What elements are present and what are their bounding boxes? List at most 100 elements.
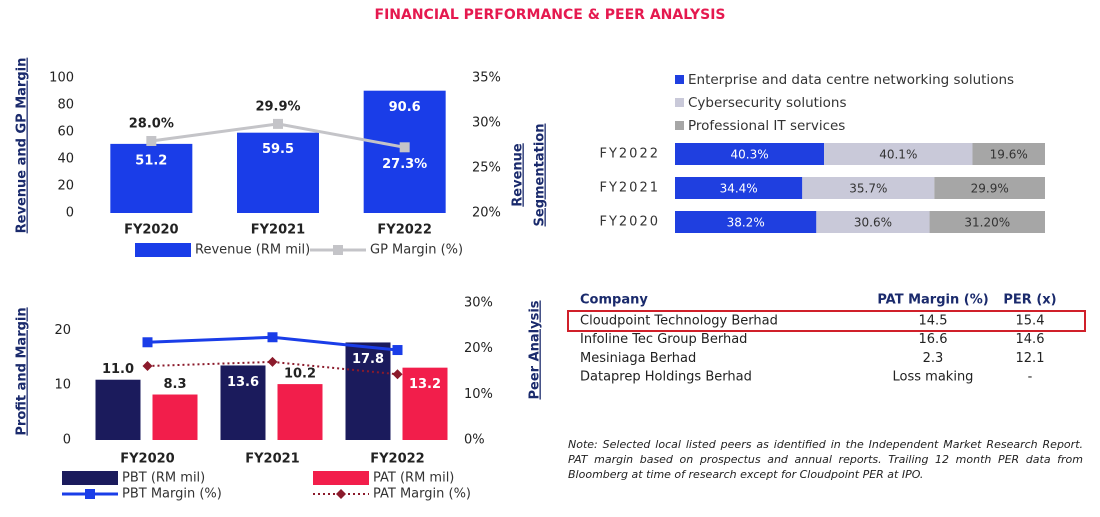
y2-tick-label: 25% xyxy=(472,161,501,176)
legend-swatch xyxy=(675,98,684,107)
bar xyxy=(277,384,323,440)
table-cell: Cloudpoint Technology Berhad xyxy=(580,314,778,329)
line-value-label: 27.3% xyxy=(382,157,427,172)
x-tick-label: FY2021 xyxy=(245,452,299,467)
y-axis-title: Profit and Margin xyxy=(15,307,30,435)
bar-value-label: 11.0 xyxy=(102,362,134,377)
table-cell: Dataprep Holdings Berhad xyxy=(580,370,752,385)
table-cell: Loss making xyxy=(893,370,974,385)
category-label: FY2021 xyxy=(599,181,660,196)
y2-tick-label: 10% xyxy=(464,387,493,402)
segment-label: 34.4% xyxy=(720,182,758,196)
legend-swatch xyxy=(135,243,191,257)
highlight-box xyxy=(567,310,1086,332)
legend-label: PAT Margin (%) xyxy=(373,487,471,502)
table-header: PER (x) xyxy=(1003,293,1056,308)
line-value-label: 29.9% xyxy=(255,99,300,114)
table-header: PAT Margin (%) xyxy=(877,293,988,308)
table-cell: Mesiniaga Berhad xyxy=(580,351,696,366)
y-tick-label: 100 xyxy=(49,71,74,86)
bar xyxy=(345,342,391,440)
bar xyxy=(110,143,193,213)
bar xyxy=(237,132,319,213)
segment-label: 40.1% xyxy=(879,148,917,162)
table-header: Company xyxy=(580,293,648,308)
x-tick-label: FY2020 xyxy=(120,452,174,467)
y2-tick-label: 35% xyxy=(472,71,501,86)
bar xyxy=(95,379,141,440)
bar-value-label: 13.6 xyxy=(227,375,259,390)
bar-segment xyxy=(816,211,930,233)
y-axis-title: Segmentation xyxy=(533,124,548,227)
bar-value-label: 17.8 xyxy=(352,352,384,367)
y-axis-title: Revenue xyxy=(511,143,526,207)
y-tick-label: 80 xyxy=(57,98,74,113)
marker xyxy=(267,356,278,367)
y-tick-label: 40 xyxy=(57,152,74,167)
table-cell: 2.3 xyxy=(923,351,944,366)
bar-segment xyxy=(929,211,1045,233)
bar-segment xyxy=(675,177,803,199)
bar-segment xyxy=(675,211,817,233)
table-title: Peer Analysis xyxy=(528,300,543,399)
marker xyxy=(85,489,95,499)
marker xyxy=(336,489,346,499)
table-cell: Infoline Tec Group Berhad xyxy=(580,332,747,347)
note: Note: Selected local listed peers as ide… xyxy=(568,438,1083,481)
bar xyxy=(152,394,198,440)
y2-tick-label: 30% xyxy=(472,116,501,131)
bar-value-label: 10.2 xyxy=(284,367,316,382)
bar xyxy=(402,367,448,440)
bar-segment xyxy=(824,143,973,165)
page-title: FINANCIAL PERFORMANCE & PEER ANALYSIS xyxy=(375,7,726,23)
y-tick-label: 20 xyxy=(57,179,74,194)
marker xyxy=(399,142,410,153)
table-cell: 14.6 xyxy=(1016,332,1045,347)
segment-label: 29.9% xyxy=(971,182,1009,196)
legend-label: Revenue (RM mil) xyxy=(195,243,310,258)
table-cell: - xyxy=(1028,370,1033,385)
category-label: FY2022 xyxy=(599,147,660,162)
bar-value-label: 51.2 xyxy=(135,153,167,168)
x-tick-label: FY2022 xyxy=(377,223,431,238)
y2-tick-label: 30% xyxy=(464,296,493,311)
bar-value-label: 13.2 xyxy=(409,377,441,392)
segment-label: 30.6% xyxy=(854,216,892,230)
y-tick-label: 0 xyxy=(63,433,71,448)
bar-segment xyxy=(972,143,1045,165)
category-label: FY2020 xyxy=(599,215,660,230)
legend-label: Professional IT services xyxy=(688,118,845,134)
segment-label: 35.7% xyxy=(849,182,887,196)
marker xyxy=(267,332,278,343)
y2-tick-label: 20% xyxy=(472,206,501,221)
legend-label: Cybersecurity solutions xyxy=(688,95,847,111)
legend-swatch xyxy=(675,121,684,130)
bar-value-label: 59.5 xyxy=(262,142,294,157)
line-value-label: 28.0% xyxy=(129,117,174,132)
segment-label: 19.6% xyxy=(990,148,1028,162)
y2-tick-label: 0% xyxy=(464,433,485,448)
table-cell: 15.4 xyxy=(1016,314,1045,329)
x-tick-label: FY2020 xyxy=(124,223,178,238)
marker xyxy=(273,118,283,129)
bar xyxy=(220,365,266,440)
legend-label: PAT (RM mil) xyxy=(373,471,454,486)
marker xyxy=(142,361,153,372)
y-axis-title: Revenue and GP Margin xyxy=(15,58,30,234)
bar-segment xyxy=(802,177,935,199)
legend-label: Enterprise and data centre networking so… xyxy=(688,72,1014,88)
legend-label: PBT Margin (%) xyxy=(122,487,222,502)
table-cell: 16.6 xyxy=(919,332,948,347)
marker xyxy=(333,245,343,255)
legend-swatch xyxy=(675,75,684,84)
bar-value-label: 8.3 xyxy=(163,377,186,392)
legend-label: GP Margin (%) xyxy=(370,243,463,258)
marker xyxy=(392,345,403,356)
table-cell: 12.1 xyxy=(1016,351,1045,366)
bar-value-label: 90.6 xyxy=(389,100,421,115)
legend-label: PBT (RM mil) xyxy=(122,471,205,486)
marker xyxy=(146,136,157,146)
x-tick-label: FY2022 xyxy=(370,452,424,467)
segment-label: 40.3% xyxy=(730,148,768,162)
